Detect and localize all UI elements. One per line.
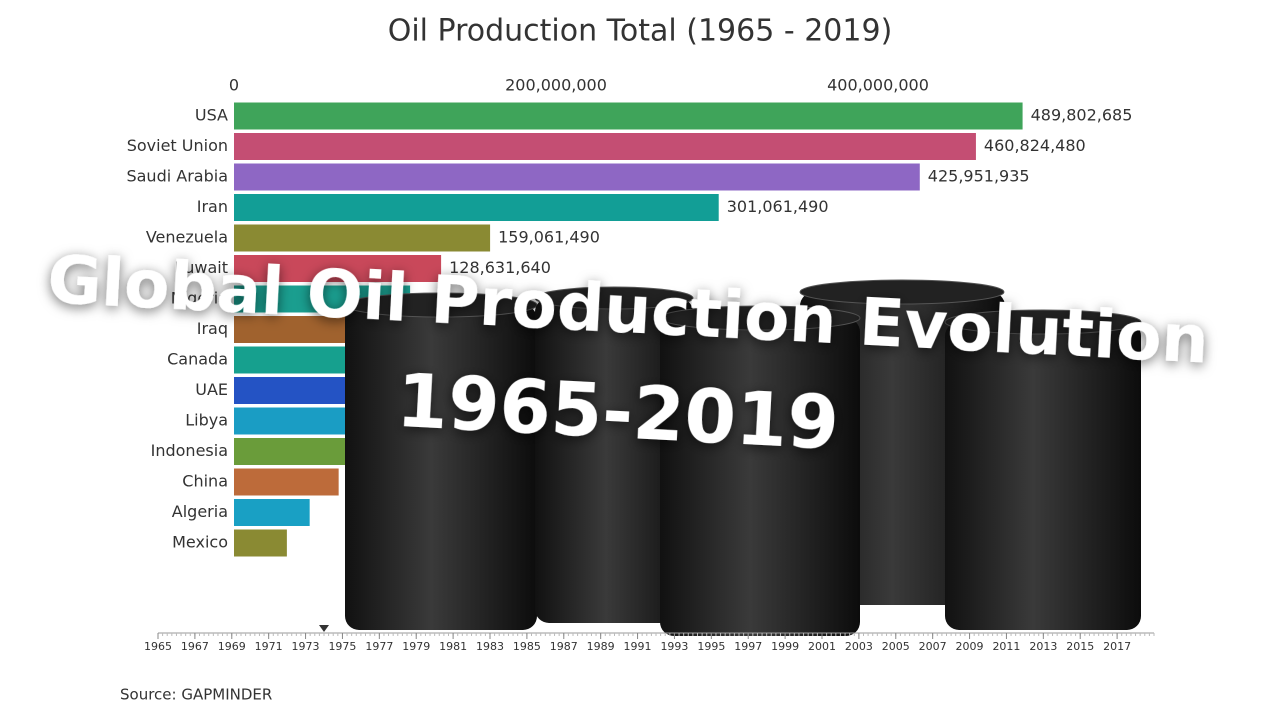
timeline-tick-label: 1979 [402, 640, 430, 653]
source: Source: GAPMINDER [120, 686, 272, 704]
timeline-tick-label: 1969 [218, 640, 246, 653]
value-label: 128,631,640 [449, 258, 551, 277]
y-tick-label: Kuwait [175, 258, 228, 277]
y-tick-label: Libya [185, 411, 228, 430]
timeline-tick-label: 2005 [882, 640, 910, 653]
y-tick-label: Iraq [197, 319, 228, 338]
y-tick-label: Canada [167, 350, 228, 369]
value-label: 425,951,935 [928, 167, 1030, 186]
x-tick-label: 200,000,000 [505, 76, 607, 95]
y-tick-label: Venezuela [146, 228, 228, 247]
bar [234, 499, 310, 526]
value-label: 460,824,480 [984, 136, 1086, 155]
x-tick-label: 400,000,000 [827, 76, 929, 95]
y-tick-label: China [182, 472, 228, 491]
timeline-tick-label: 1997 [734, 640, 762, 653]
bar [234, 194, 719, 221]
timeline-tick-label: 1971 [255, 640, 283, 653]
barrel [659, 305, 861, 636]
timeline-tick-label: 1991 [624, 640, 652, 653]
timeline-tick-label: 1973 [292, 640, 320, 653]
timeline-tick-label: 1975 [328, 640, 356, 653]
value-label: 159,061,490 [498, 228, 600, 247]
timeline-tick-label: 2011 [992, 640, 1020, 653]
timeline-tick-label: 1965 [144, 640, 172, 653]
y-tick-label: Iran [197, 197, 228, 216]
timeline-tick-label: 2009 [956, 640, 984, 653]
y-tick-label: Soviet Union [127, 136, 228, 155]
bar [234, 163, 920, 191]
y-tick-label: Nigeria [171, 289, 228, 308]
timeline-tick-label: 1967 [181, 640, 209, 653]
timeline-tick-label: 1985 [513, 640, 541, 653]
bar [234, 468, 339, 496]
timeline-tick-label: 1987 [550, 640, 578, 653]
timeline-tick-label: 1983 [476, 640, 504, 653]
y-tick-label: UAE [195, 380, 228, 399]
timeline-marker [319, 625, 329, 632]
bar [234, 224, 491, 252]
timeline-tick-label: 2007 [919, 640, 947, 653]
timeline-tick-label: 1999 [771, 640, 799, 653]
x-tick-label: 0 [229, 76, 239, 95]
bar [234, 407, 363, 435]
bar [234, 133, 976, 160]
timeline-tick-label: 2015 [1066, 640, 1094, 653]
bar [234, 102, 1023, 130]
value-label: 301,061,490 [727, 197, 829, 216]
timeline-tick-label: 2013 [1029, 640, 1057, 653]
timeline-tick-label: 2001 [808, 640, 836, 653]
bar [234, 255, 442, 282]
chart-title: Oil Production Total (1965 - 2019) [388, 14, 893, 49]
barrel [344, 292, 538, 630]
timeline-tick-label: 1995 [697, 640, 725, 653]
y-tick-label: Saudi Arabia [126, 167, 228, 186]
y-tick-label: Mexico [172, 533, 228, 552]
timeline-tick-label: 1977 [365, 640, 393, 653]
value-label: 489,802,685 [1031, 106, 1133, 125]
barrel-images [344, 279, 1142, 636]
y-tick-label: Algeria [172, 502, 228, 521]
bar [234, 529, 287, 557]
timeline-tick-label: 1993 [660, 640, 688, 653]
timeline-tick-label: 2017 [1103, 640, 1131, 653]
bar [234, 438, 350, 465]
barrel [534, 286, 694, 623]
y-tick-label: Indonesia [151, 441, 228, 460]
timeline-tick-label: 1981 [439, 640, 467, 653]
y-tick-label: USA [195, 106, 228, 125]
barrel [944, 309, 1142, 630]
timeline-tick-label: 1989 [587, 640, 615, 653]
timeline-tick-label: 2003 [845, 640, 873, 653]
